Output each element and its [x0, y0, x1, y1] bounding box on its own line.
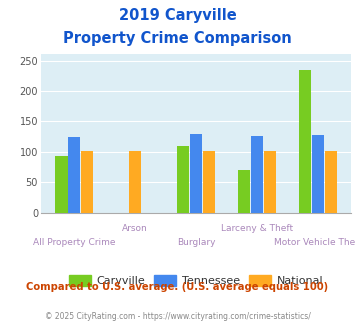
Text: Compared to U.S. average. (U.S. average equals 100): Compared to U.S. average. (U.S. average …	[26, 282, 329, 292]
Bar	[190, 134, 202, 213]
Bar	[299, 70, 311, 213]
Text: All Property Crime: All Property Crime	[33, 238, 116, 247]
Bar	[129, 151, 141, 213]
Bar	[55, 156, 67, 213]
Bar	[312, 135, 324, 213]
Bar	[203, 151, 215, 213]
Bar	[264, 151, 276, 213]
Text: Larceny & Theft: Larceny & Theft	[221, 224, 293, 233]
Legend: Caryville, Tennessee, National: Caryville, Tennessee, National	[64, 271, 328, 291]
Bar	[68, 137, 81, 213]
Bar	[177, 146, 190, 213]
Text: Burglary: Burglary	[177, 238, 215, 247]
Text: 2019 Caryville: 2019 Caryville	[119, 8, 236, 23]
Bar	[238, 170, 250, 213]
Bar	[325, 151, 337, 213]
Bar	[251, 136, 263, 213]
Text: Arson: Arson	[122, 224, 148, 233]
Text: © 2025 CityRating.com - https://www.cityrating.com/crime-statistics/: © 2025 CityRating.com - https://www.city…	[45, 312, 310, 321]
Text: Motor Vehicle Theft: Motor Vehicle Theft	[274, 238, 355, 247]
Bar	[81, 151, 93, 213]
Text: Property Crime Comparison: Property Crime Comparison	[63, 31, 292, 46]
